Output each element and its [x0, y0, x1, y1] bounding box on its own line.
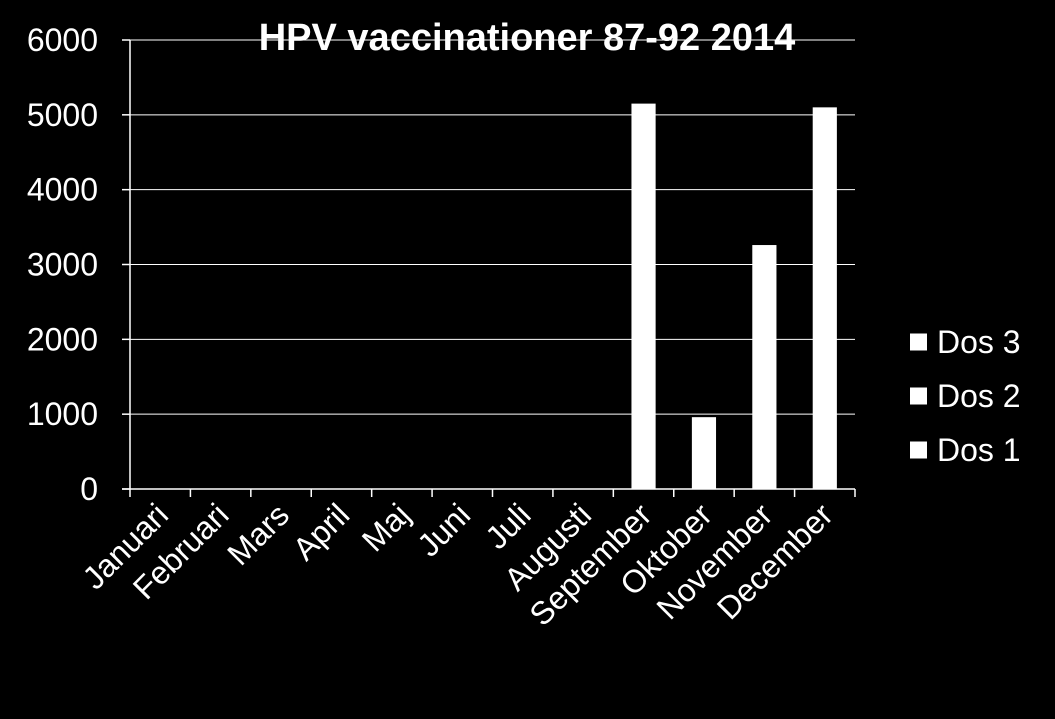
axes [122, 39, 856, 497]
legend-label-dos-3: Dos 3 [937, 324, 1021, 360]
bar-december-dos-1 [812, 107, 837, 489]
y-axis-tick-labels: 0 1000 2000 3000 4000 5000 6000 [27, 22, 98, 507]
legend-swatch-dos-3 [910, 333, 927, 351]
bar-oktober-dos-1 [691, 417, 717, 489]
legend-swatch-dos-2 [910, 387, 927, 405]
y-tick-label-0: 0 [80, 471, 98, 507]
bars [631, 103, 837, 489]
bar-september-dos-1 [631, 103, 656, 489]
y-tick-label-6000: 6000 [27, 22, 98, 58]
y-tick-label-1000: 1000 [27, 396, 98, 432]
y-tick-label-5000: 5000 [27, 97, 98, 133]
chart-title: HPV vaccinationer 87-92 2014 [259, 17, 796, 59]
legend-swatch-dos-1 [910, 441, 927, 459]
y-tick-label-2000: 2000 [27, 321, 98, 357]
gridlines [130, 39, 855, 415]
y-tick-label-3000: 3000 [27, 247, 98, 283]
y-tick-label-4000: 4000 [27, 172, 98, 208]
legend: Dos 3 Dos 2 Dos 1 [910, 324, 1021, 468]
legend-label-dos-1: Dos 1 [937, 432, 1021, 468]
legend-label-dos-2: Dos 2 [937, 378, 1021, 414]
bar-november-dos-1 [752, 245, 777, 489]
